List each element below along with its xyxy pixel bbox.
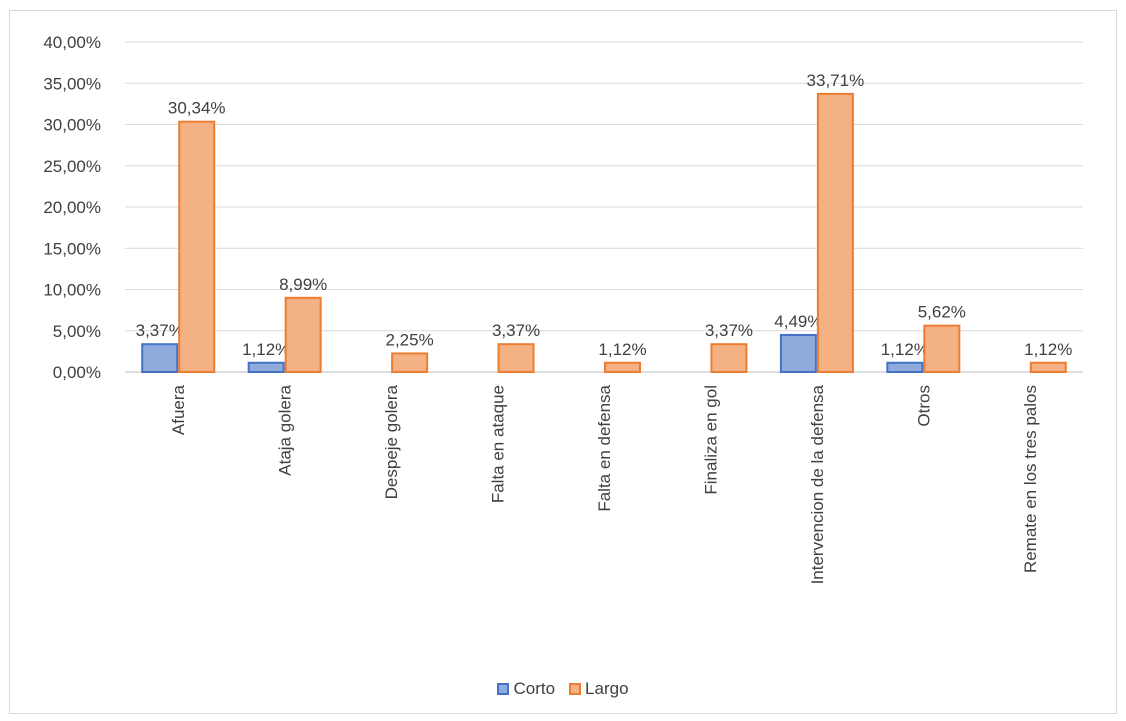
data-label: 4,49% (774, 312, 822, 331)
x-tick-label: Falta en defensa (595, 384, 614, 511)
x-tick-label: Ataja golera (276, 384, 295, 475)
bar-largo (497, 343, 535, 374)
bar-largo (816, 92, 854, 374)
data-label: 5,62% (918, 303, 966, 322)
y-tick-label: 0,00% (53, 363, 101, 382)
bar-corto (779, 333, 817, 373)
data-label: 1,12% (881, 340, 929, 359)
bar-largo (178, 120, 216, 373)
y-tick-label: 35,00% (43, 74, 101, 93)
y-tick-label: 15,00% (43, 239, 101, 258)
bar-largo (710, 343, 748, 374)
data-label: 3,37% (705, 321, 753, 340)
data-label: 2,25% (386, 330, 434, 349)
data-label: 1,12% (1024, 340, 1072, 359)
data-label: 8,99% (279, 275, 327, 294)
bar-largo (923, 324, 961, 374)
bar-largo (284, 296, 322, 373)
legend-label-largo: Largo (585, 679, 629, 698)
bar-largo (604, 361, 641, 374)
legend-swatch-corto (497, 683, 510, 695)
x-tick-label: Finaliza en gol (701, 385, 720, 495)
y-tick-label: 5,00% (53, 322, 101, 341)
y-tick-label: 10,00% (43, 281, 101, 300)
y-tick-label: 20,00% (43, 198, 101, 217)
bar-corto (141, 343, 179, 374)
y-tick-label: 25,00% (43, 157, 101, 176)
data-label: 30,34% (168, 99, 226, 118)
x-tick-label: Intervencion de la defensa (808, 384, 827, 584)
data-label: 1,12% (242, 340, 290, 359)
legend-item-corto: Corto (497, 679, 555, 699)
x-tick-label: Otros (914, 385, 933, 427)
data-label: 3,37% (136, 321, 184, 340)
data-label: 1,12% (598, 340, 646, 359)
legend-item-largo: Largo (569, 679, 629, 699)
data-label: 33,71% (807, 71, 865, 90)
legend-label-corto: Corto (513, 679, 556, 698)
legend-swatch-largo (569, 683, 582, 695)
legend: Corto Largo (0, 677, 1126, 701)
y-tick-label: 40,00% (43, 33, 101, 52)
x-tick-label: Despeje golera (382, 384, 401, 499)
bar-largo (1029, 361, 1067, 374)
x-tick-label: Remate en los tres palos (1021, 385, 1040, 573)
y-tick-label: 30,00% (43, 116, 101, 135)
x-tick-label: Falta en ataque (489, 385, 508, 503)
data-label: 3,37% (492, 321, 540, 340)
bar-corto (886, 361, 924, 374)
x-tick-label: Afuera (169, 384, 188, 435)
bar-corto (247, 361, 285, 374)
bar-largo (391, 352, 429, 373)
